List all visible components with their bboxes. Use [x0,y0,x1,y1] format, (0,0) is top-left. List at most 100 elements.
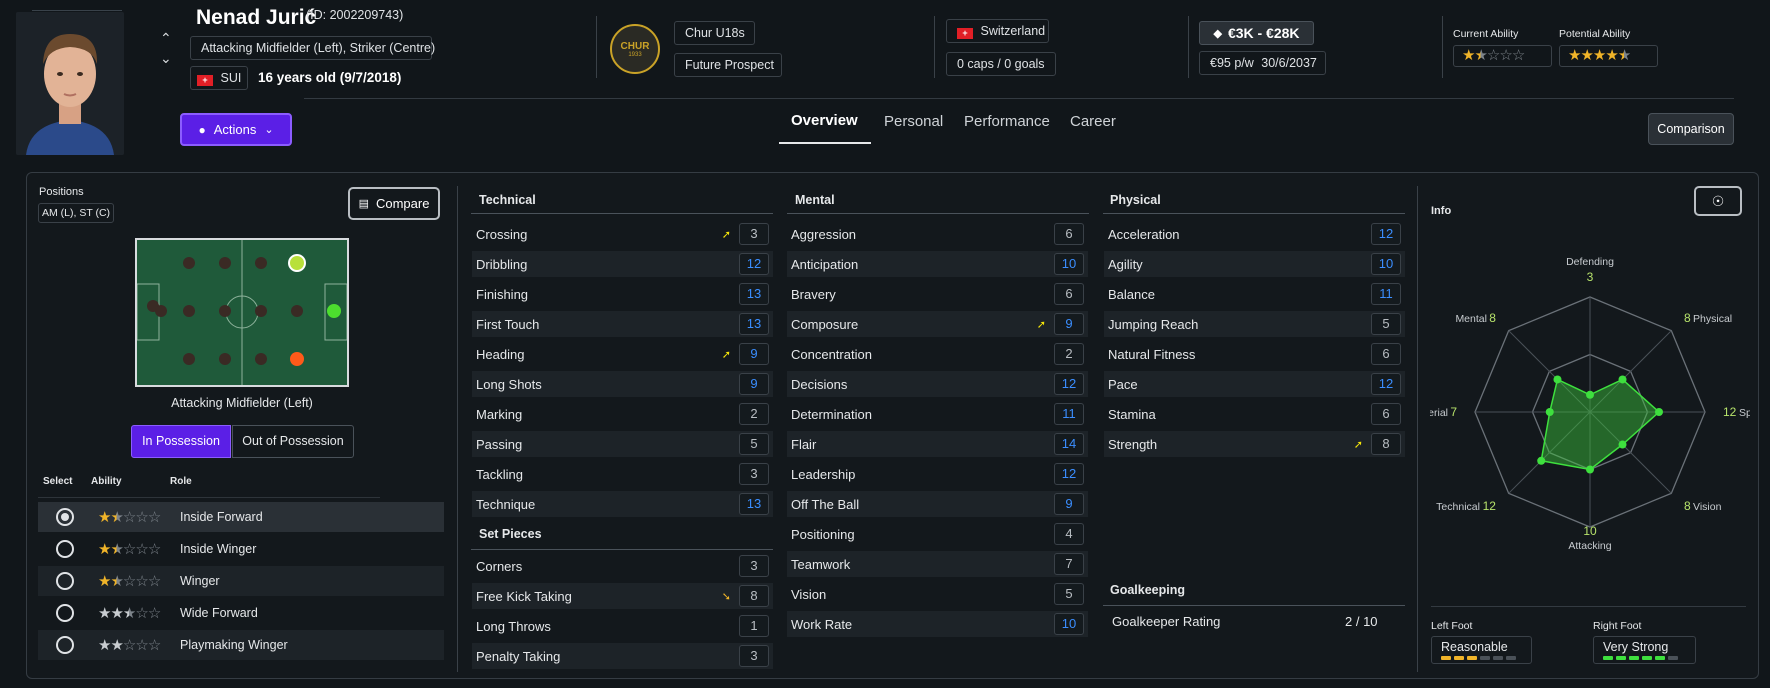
position-dot[interactable] [290,352,304,366]
attribute-row[interactable]: Anticipation 10 [787,251,1088,277]
role-row[interactable]: ★★☆☆☆ Inside Forward [38,502,444,532]
radar-spoke [1589,330,1672,413]
attribute-row[interactable]: Jumping Reach 5 [1104,311,1405,337]
attribute-row[interactable]: Natural Fitness 6 [1104,341,1405,367]
attribute-row[interactable]: Decisions 12 [787,371,1088,397]
attribute-value: 9 [739,343,769,365]
in-possession-button[interactable]: In Possession [131,425,231,458]
position-dot[interactable] [255,353,267,365]
role-row[interactable]: ★★☆☆☆ Winger [38,566,444,596]
position-dot[interactable] [255,305,267,317]
nation-box[interactable]: + Switzerland [946,19,1049,43]
attribute-row[interactable]: Passing 5 [472,431,773,457]
tab-performance[interactable]: Performance [964,113,1050,130]
attribute-row[interactable]: Long Shots 9 [472,371,773,397]
tab-career[interactable]: Career [1070,113,1116,130]
attribute-row[interactable]: Aggression 6 [787,221,1088,247]
attribute-row[interactable]: Vision 5 [787,581,1088,607]
attribute-row[interactable]: Work Rate 10 [787,611,1088,637]
nationality-box[interactable]: + SUI [190,66,248,90]
attribute-name: Balance [1108,286,1155,302]
position-dot[interactable] [183,257,195,269]
attribute-row[interactable]: Tackling 3 [472,461,773,487]
attribute-row[interactable]: First Touch 13 [472,311,773,337]
radar-point [1553,375,1562,384]
position-dot[interactable] [255,257,267,269]
value-badge[interactable]: ◆ €3K - €28K [1199,21,1314,45]
wage: €95 p/w [1210,56,1254,70]
attribute-row[interactable]: Marking 2 [472,401,773,427]
attribute-name: Long Throws [476,618,551,634]
radar-label: Attacking [1568,540,1611,552]
radar-label: Physical [1693,313,1732,325]
out-of-possession-button[interactable]: Out of Possession [232,425,354,458]
role-row[interactable]: ★★☆☆☆ Inside Winger [38,534,444,564]
comparison-button[interactable]: Comparison [1648,113,1734,145]
role-radio[interactable] [56,604,74,622]
attribute-row[interactable]: Agility 10 [1104,251,1405,277]
position-dot[interactable] [219,305,231,317]
tab-personal[interactable]: Personal [884,113,944,130]
attribute-row[interactable]: Composure ➚ 9 [787,311,1088,337]
attribute-row[interactable]: Positioning 4 [787,521,1088,547]
attribute-row[interactable]: Technique 13 [472,491,773,517]
compare-label: Compare [375,196,430,211]
club-box[interactable]: Chur U18s [674,21,755,45]
role-row[interactable]: ★★★☆☆ Wide Forward [38,598,444,628]
position-dot-am-left[interactable] [288,254,306,272]
attribute-value: 3 [739,555,769,577]
mental-title-line [787,213,1089,214]
attribute-row[interactable]: Teamwork 7 [787,551,1088,577]
attribute-value: 12 [1371,373,1401,395]
trend-up-icon: ➚ [721,228,731,241]
position-dot-st-centre[interactable] [327,304,341,318]
attribute-row[interactable]: Bravery 6 [787,281,1088,307]
attribute-name: Off The Ball [791,496,860,512]
positions-value: AM (L), ST (C) [42,207,111,219]
attribute-row[interactable]: Acceleration 12 [1104,221,1405,247]
attribute-row[interactable]: Leadership 12 [787,461,1088,487]
attribute-row[interactable]: Pace 12 [1104,371,1405,397]
attribute-row[interactable]: Crossing ➚ 3 [472,221,773,247]
attribute-row[interactable]: Balance 11 [1104,281,1405,307]
attribute-row[interactable]: Heading ➚ 9 [472,341,773,367]
tab-overview[interactable]: Overview [791,112,858,129]
attribute-name: Positioning [791,526,855,542]
attribute-row[interactable]: Dribbling 12 [472,251,773,277]
info-settings-button[interactable]: ☉ [1694,186,1742,216]
attribute-row[interactable]: Off The Ball 9 [787,491,1088,517]
position-dot[interactable] [155,305,167,317]
attribute-row[interactable]: Stamina 6 [1104,401,1405,427]
role-row[interactable]: ★★☆☆☆ Playmaking Winger [38,630,444,660]
radar-value: 10 [1583,524,1597,538]
role-radio[interactable] [56,508,74,526]
attribute-name: Agility [1108,256,1143,272]
position-dot[interactable] [219,353,231,365]
attribute-value: 11 [1371,283,1401,305]
attribute-row[interactable]: Finishing 13 [472,281,773,307]
attribute-row[interactable]: Long Throws 1 [472,613,773,639]
attribute-name: Finishing [476,286,529,302]
prev-player-button[interactable]: ⌃ [160,30,172,46]
role-radio[interactable] [56,572,74,590]
attribute-value: 6 [1054,223,1084,245]
radar-spoke [1508,330,1591,413]
next-player-button[interactable]: ⌄ [160,50,172,66]
club-logo[interactable]: CHUR 1933 [610,24,660,74]
role-radio[interactable] [56,540,74,558]
attribute-row[interactable]: Determination 11 [787,401,1088,427]
attribute-row[interactable]: Strength ➚ 8 [1104,431,1405,457]
position-dot[interactable] [219,257,231,269]
role-radio[interactable] [56,636,74,654]
actions-button[interactable]: ● Actions ⌄ [180,113,292,146]
attribute-row[interactable]: Corners 3 [472,553,773,579]
attribute-row[interactable]: Concentration 2 [787,341,1088,367]
compare-button[interactable]: ▤ Compare [348,187,440,220]
position-dot[interactable] [291,305,303,317]
attribute-row[interactable]: Penalty Taking 3 [472,643,773,669]
position-dot[interactable] [183,353,195,365]
attribute-row[interactable]: Flair 14 [787,431,1088,457]
left-foot-label: Left Foot [1431,620,1473,632]
attribute-row[interactable]: Free Kick Taking ➘ 8 [472,583,773,609]
position-dot[interactable] [183,305,195,317]
